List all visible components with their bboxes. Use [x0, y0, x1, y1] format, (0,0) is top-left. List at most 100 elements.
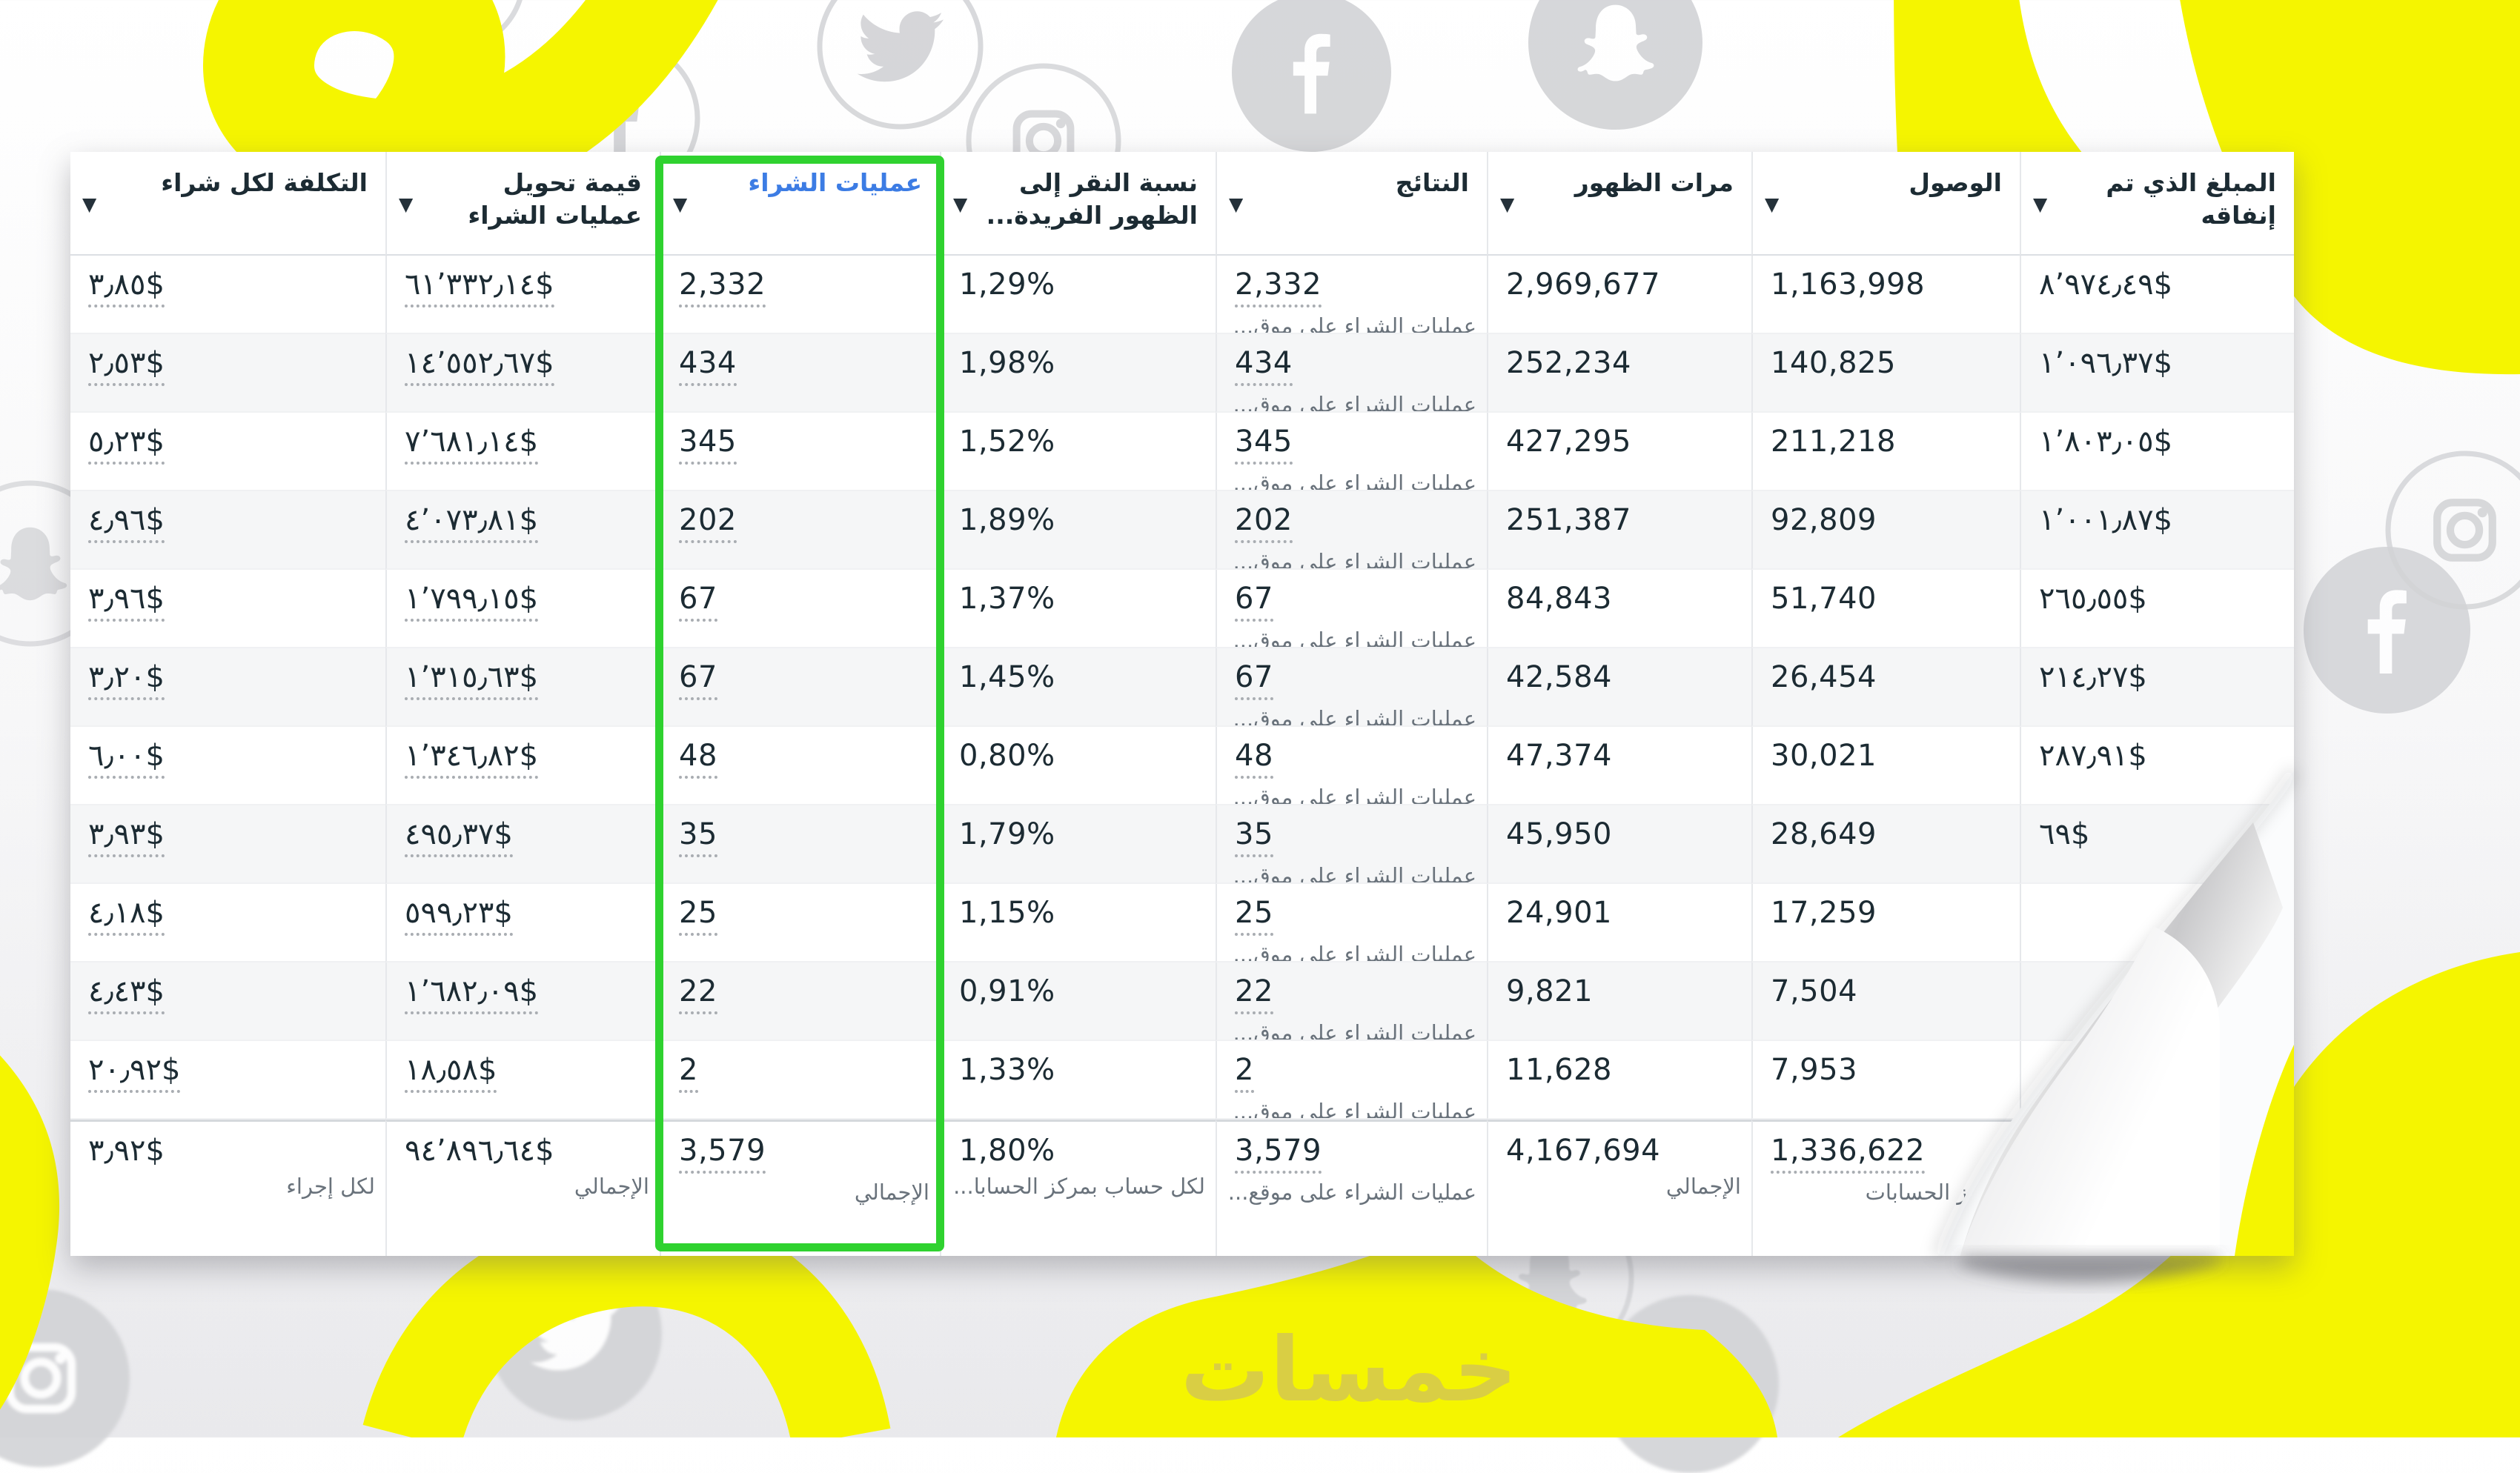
cell-value[interactable]: ٣٫٢٠$	[88, 660, 165, 700]
cell-value[interactable]: 345	[1235, 425, 1293, 465]
table-cell-impressions: 427,295	[1487, 413, 1751, 491]
table-cell-ctr: 0,80%	[940, 727, 1216, 805]
cell-value[interactable]: 67	[1235, 660, 1273, 700]
table-cell-cost: ٤٫٤٣$	[70, 962, 385, 1041]
cell-value[interactable]: ٦٫٠٠$	[88, 739, 165, 779]
cell-value[interactable]: 67	[1235, 582, 1273, 622]
table-cell-impressions: 2,969,677	[1487, 256, 1751, 334]
table-cell-purchases: 67	[660, 648, 940, 727]
cell-value[interactable]: ٥٫٢٣$	[88, 425, 165, 465]
cell-value[interactable]: 434	[679, 346, 737, 386]
cell-value[interactable]: ١٤٬٥٥٢٫٦٧$	[405, 346, 554, 386]
cell-value[interactable]: ٤٫٤٣$	[88, 974, 165, 1014]
cell-value: 7,504	[1771, 974, 1858, 1008]
cell-value: 28,649	[1771, 817, 1877, 851]
totals-value[interactable]: 3,579	[1235, 1134, 1322, 1174]
column-header-label: قيمة تحويل عمليات الشراء	[468, 168, 642, 230]
column-header-reach[interactable]: ▼ الوصول	[1751, 152, 2020, 256]
column-header-cost[interactable]: ▼ التكلفة لكل شراء	[70, 152, 385, 256]
cell-value[interactable]: ٦١٬٣٣٢٫١٤$	[405, 267, 554, 307]
cell-value[interactable]: 25	[679, 896, 717, 936]
cell-value: 30,021	[1771, 739, 1877, 773]
column-menu-caret-icon[interactable]: ▼	[399, 193, 414, 215]
cell-value: 211,218	[1771, 425, 1896, 459]
column-header-spent[interactable]: ▼ المبلغ الذي تم إنفاقه	[2020, 152, 2294, 256]
table-cell-impressions: 11,628	[1487, 1041, 1751, 1120]
twitter-icon	[817, 0, 984, 130]
column-menu-caret-icon[interactable]: ▼	[2033, 193, 2048, 215]
cell-value[interactable]: ١٬٣٤٦٫٨٢$	[405, 739, 539, 779]
cell-value[interactable]: ١٬٦٨٢٫٠٩$	[405, 974, 539, 1014]
table-cell-reach: 17,259	[1751, 884, 2020, 962]
cell-value[interactable]: 35	[679, 817, 717, 857]
cell-value: 1,15%	[959, 896, 1055, 930]
cell-value[interactable]: ٥٩٩٫٢٣$	[405, 896, 513, 936]
cell-value[interactable]: ٣٫٩٣$	[88, 817, 165, 857]
cell-value[interactable]: ٣٫٨٥$	[88, 267, 165, 307]
cell-value[interactable]: 35	[1235, 817, 1273, 857]
cell-value[interactable]: ٤٫٩٦$	[88, 503, 165, 543]
cell-value[interactable]: 2	[1235, 1053, 1254, 1093]
column-header-label: مرات الظهور	[1574, 168, 1734, 197]
column-menu-caret-icon[interactable]: ▼	[673, 193, 688, 215]
cell-value[interactable]: 48	[679, 739, 717, 779]
column-header-purchases[interactable]: ▼ عمليات الشراء	[660, 152, 940, 256]
totals-cell-results: 3,579 عمليات الشراء على موقع...	[1216, 1120, 1487, 1256]
cell-value[interactable]: 67	[679, 582, 717, 622]
cell-value[interactable]: ٤٫١٨$	[88, 896, 165, 936]
totals-cell-impressions: 4,167,694 الإجمالي	[1487, 1120, 1751, 1256]
column-menu-caret-icon[interactable]: ▼	[1500, 193, 1515, 215]
cell-value[interactable]: 434	[1235, 346, 1293, 386]
table-cell-impressions: 251,387	[1487, 491, 1751, 570]
column-menu-caret-icon[interactable]: ▼	[82, 193, 97, 215]
cell-value[interactable]: ٣٫٩٦$	[88, 582, 165, 622]
cell-value[interactable]: ٢٫٥٣$	[88, 346, 165, 386]
cell-value[interactable]: 202	[679, 503, 737, 543]
cell-value[interactable]: 345	[679, 425, 737, 465]
totals-value[interactable]: 1,336,622	[1771, 1134, 1926, 1174]
totals-value[interactable]: 3,579	[679, 1134, 766, 1174]
cell-value: 26,454	[1771, 660, 1877, 694]
cell-value[interactable]: 2,332	[1235, 267, 1322, 307]
table-cell-reach: 1,163,998	[1751, 256, 2020, 334]
column-menu-caret-icon[interactable]: ▼	[1229, 193, 1244, 215]
column-menu-caret-icon[interactable]: ▼	[1765, 193, 1780, 215]
column-header-impressions[interactable]: ▼ مرات الظهور	[1487, 152, 1751, 256]
table-cell-ctr: 1,45%	[940, 648, 1216, 727]
cell-value[interactable]: ١٬٧٩٩٫١٥$	[405, 582, 539, 622]
cell-value[interactable]: ١٨٫٥٨$	[405, 1053, 497, 1093]
cell-value[interactable]: 25	[1235, 896, 1273, 936]
cell-value: 9,821	[1506, 974, 1594, 1008]
cell-value[interactable]: 67	[679, 660, 717, 700]
column-header-ctr[interactable]: ▼ نسبة النقر إلى الظهور الفريدة...	[940, 152, 1216, 256]
totals-value: 4,167,694	[1506, 1134, 1661, 1168]
column-header-conv_value[interactable]: ▼ قيمة تحويل عمليات الشراء	[385, 152, 660, 256]
table-cell-spent: ١٬٠٩٦٫٣٧$	[2020, 334, 2294, 413]
cell-value[interactable]: ٧٬٦٨١٫١٤$	[405, 425, 539, 465]
cell-value: 1,37%	[959, 582, 1055, 616]
table-cell-conv_value: ١٬٣١٥٫٦٣$	[385, 648, 660, 727]
table-cell-cost: ٢٫٥٣$	[70, 334, 385, 413]
column-menu-caret-icon[interactable]: ▼	[953, 193, 968, 215]
cell-value[interactable]: ٤٩٥٫٣٧$	[405, 817, 513, 857]
column-header-label: الوصول	[1909, 168, 2002, 197]
totals-cell-spent	[2020, 1120, 2294, 1256]
cell-value: 1,98%	[959, 346, 1055, 380]
table-cell-purchases: 67	[660, 570, 940, 648]
cell-value[interactable]: 48	[1235, 739, 1273, 779]
cell-value[interactable]: ٤٬٠٧٣٫٨١$	[405, 503, 539, 543]
table-cell-cost: ٦٫٠٠$	[70, 727, 385, 805]
table-cell-cost: ٤٫١٨$	[70, 884, 385, 962]
cell-value[interactable]: 2,332	[679, 267, 766, 307]
cell-value[interactable]: ٢٠٫٩٢$	[88, 1053, 181, 1093]
table-cell-spent	[2020, 1041, 2294, 1120]
cell-value[interactable]: 22	[1235, 974, 1273, 1014]
cell-value[interactable]: 22	[679, 974, 717, 1014]
table-cell-reach: 140,825	[1751, 334, 2020, 413]
table-cell-reach: 92,809	[1751, 491, 2020, 570]
cell-value[interactable]: 2	[679, 1053, 698, 1093]
column-header-results[interactable]: ▼ النتائج	[1216, 152, 1487, 256]
cell-value[interactable]: 202	[1235, 503, 1293, 543]
cell-value[interactable]: ١٬٣١٥٫٦٣$	[405, 660, 539, 700]
table-cell-purchases: 434	[660, 334, 940, 413]
